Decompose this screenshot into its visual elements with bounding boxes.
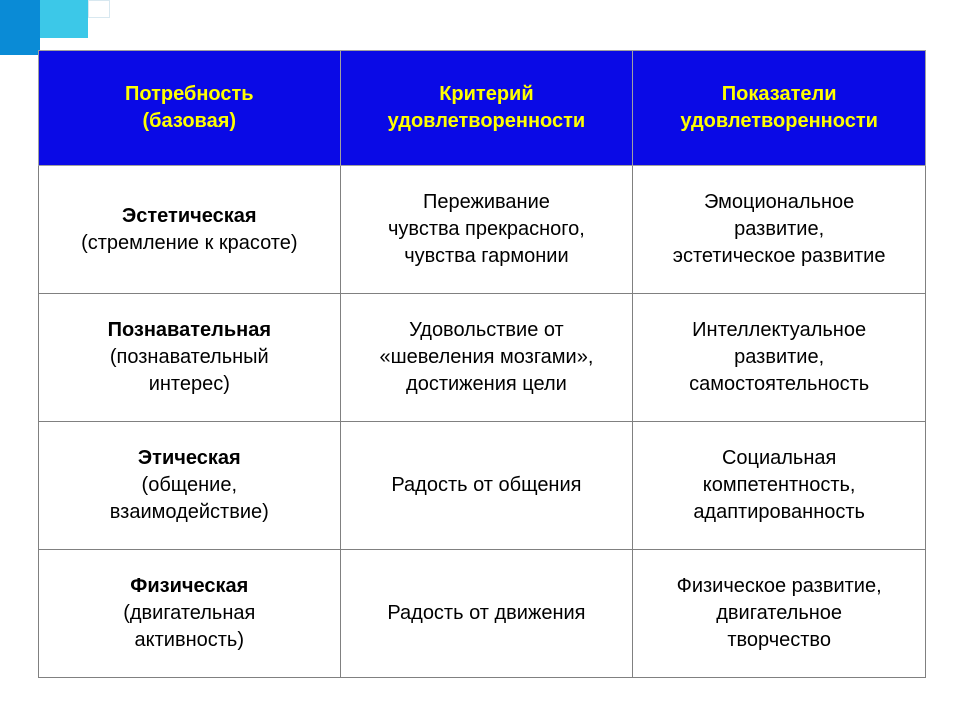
cell-criterion: Радость от движения [340, 550, 633, 678]
header-indicator: Показателиудовлетворенности [633, 51, 926, 166]
header-criterion: Критерийудовлетворенности [340, 51, 633, 166]
cell-indicator: Интеллектуальноеразвитие,самостоятельнос… [633, 294, 926, 422]
table-header: Потребность(базовая) Критерийудовлетворе… [39, 51, 926, 166]
slide-corner-decoration [0, 0, 110, 55]
need-sub: (стремление к красоте) [47, 230, 332, 257]
deco-bar-1 [0, 0, 40, 55]
deco-bar-2 [40, 0, 88, 38]
need-title: Этическая [47, 445, 332, 472]
table-row: Эстетическая (стремление к красоте) Пере… [39, 166, 926, 294]
need-sub: (общение,взаимодействие) [47, 472, 332, 526]
cell-indicator: Физическое развитие,двигательноетворчест… [633, 550, 926, 678]
cell-indicator: Эмоциональноеразвитие,эстетическое разви… [633, 166, 926, 294]
need-title: Познавательная [47, 317, 332, 344]
cell-criterion: Переживаниечувства прекрасного,чувства г… [340, 166, 633, 294]
cell-criterion: Удовольствие от«шевеления мозгами»,дости… [340, 294, 633, 422]
need-sub: (двигательнаяактивность) [47, 600, 332, 654]
cell-criterion: Радость от общения [340, 422, 633, 550]
cell-need: Эстетическая (стремление к красоте) [39, 166, 341, 294]
need-title: Эстетическая [47, 203, 332, 230]
needs-table-container: Потребность(базовая) Критерийудовлетворе… [38, 50, 926, 678]
cell-indicator: Социальнаякомпетентность,адаптированност… [633, 422, 926, 550]
table-body: Эстетическая (стремление к красоте) Пере… [39, 166, 926, 678]
need-sub: (познавательныйинтерес) [47, 344, 332, 398]
table-row: Познавательная (познавательныйинтерес) У… [39, 294, 926, 422]
cell-need: Познавательная (познавательныйинтерес) [39, 294, 341, 422]
header-row: Потребность(базовая) Критерийудовлетворе… [39, 51, 926, 166]
need-title: Физическая [47, 573, 332, 600]
cell-need: Этическая (общение,взаимодействие) [39, 422, 341, 550]
header-need: Потребность(базовая) [39, 51, 341, 166]
needs-table: Потребность(базовая) Критерийудовлетворе… [38, 50, 926, 678]
cell-need: Физическая (двигательнаяактивность) [39, 550, 341, 678]
table-row: Этическая (общение,взаимодействие) Радос… [39, 422, 926, 550]
deco-bar-3 [88, 0, 110, 18]
table-row: Физическая (двигательнаяактивность) Радо… [39, 550, 926, 678]
